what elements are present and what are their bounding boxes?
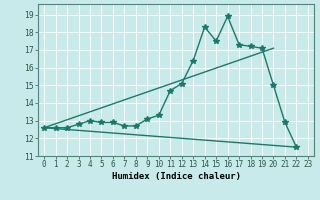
X-axis label: Humidex (Indice chaleur): Humidex (Indice chaleur) [111, 172, 241, 181]
